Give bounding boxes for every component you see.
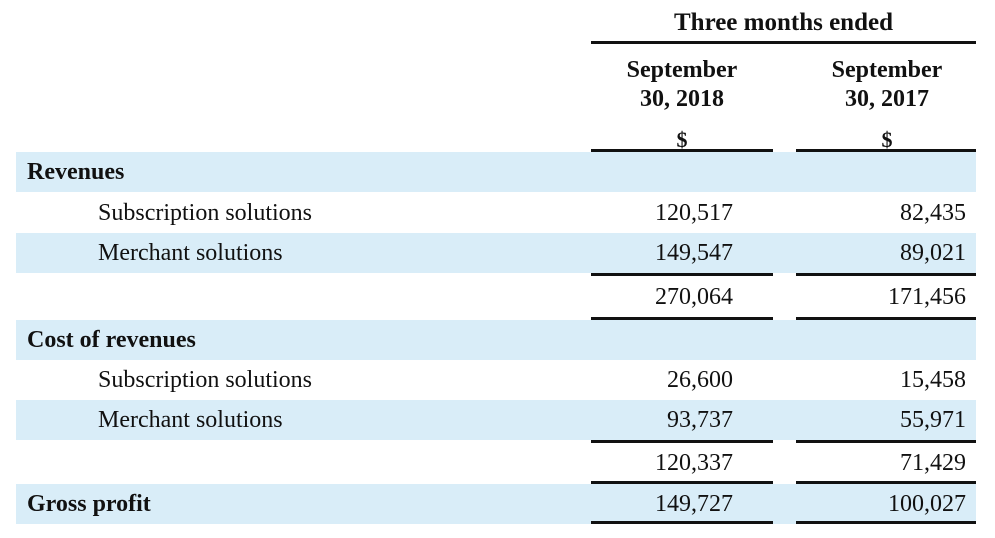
- currency-symbol-2018: $: [676, 127, 688, 152]
- line-item-label: Merchant solutions: [98, 407, 283, 433]
- row-revenues-heading: Revenues: [16, 152, 976, 192]
- subtotal-rule-2017: [796, 273, 976, 276]
- row-cost-subscription: Subscription solutions 26,600 15,458: [16, 360, 976, 400]
- total-rule-2017: [796, 317, 976, 320]
- subtotal-rule-2018: [591, 440, 773, 443]
- total-rule-2018: [591, 317, 773, 320]
- column-header-2018-line2: 30, 2018: [640, 86, 724, 112]
- column-header-2017-line2: 30, 2017: [845, 86, 929, 112]
- value-2018: 149,727: [655, 491, 733, 517]
- section-label: Gross profit: [27, 491, 151, 517]
- gross-profit-rule-2017: [796, 521, 976, 524]
- value-2017: 89,021: [900, 240, 966, 266]
- row-gross-profit: Gross profit 149,727 100,027: [16, 484, 976, 524]
- column-header-2017: September 30, 2017: [796, 56, 978, 114]
- value-2017: 100,027: [888, 491, 966, 517]
- total-rule-2018: [591, 481, 773, 484]
- column-header-2017-line1: September: [831, 57, 943, 83]
- row-revenues-subscription: Subscription solutions 120,517 82,435: [16, 193, 976, 233]
- section-label: Revenues: [27, 159, 125, 185]
- gross-profit-rule-2018: [591, 521, 773, 524]
- total-rule-2017: [796, 481, 976, 484]
- value-2018: 120,517: [655, 200, 733, 226]
- row-revenues-total: 270,064 171,456: [16, 277, 976, 317]
- value-2017: 55,971: [900, 407, 966, 433]
- currency-rule-2017: [796, 149, 976, 152]
- column-header-2018: September 30, 2018: [591, 56, 773, 114]
- value-2017: 71,429: [900, 450, 966, 476]
- section-label: Cost of revenues: [27, 327, 196, 353]
- value-2017: 171,456: [888, 284, 966, 310]
- line-item-label: Subscription solutions: [98, 200, 313, 226]
- row-cost-heading: Cost of revenues: [16, 320, 976, 360]
- period-group-header: Three months ended: [673, 9, 893, 36]
- value-2018: 93,737: [667, 407, 733, 433]
- value-2018: 149,547: [655, 240, 733, 266]
- subtotal-rule-2017: [796, 440, 976, 443]
- line-item-label: Merchant solutions: [98, 240, 283, 266]
- row-revenues-merchant: Merchant solutions 149,547 89,021: [16, 233, 976, 273]
- currency-symbol-2017: $: [881, 127, 893, 152]
- value-2018: 270,064: [655, 284, 733, 310]
- header-rule: [591, 41, 976, 44]
- value-2018: 26,600: [667, 367, 733, 393]
- column-header-2018-line1: September: [626, 57, 738, 83]
- row-cost-merchant: Merchant solutions 93,737 55,971: [16, 400, 976, 440]
- currency-rule-2018: [591, 149, 773, 152]
- value-2017: 82,435: [900, 200, 966, 226]
- subtotal-rule-2018: [591, 273, 773, 276]
- value-2017: 15,458: [900, 367, 966, 393]
- line-item-label: Subscription solutions: [98, 367, 313, 393]
- row-cost-total: 120,337 71,429: [16, 443, 976, 483]
- value-2018: 120,337: [655, 450, 733, 476]
